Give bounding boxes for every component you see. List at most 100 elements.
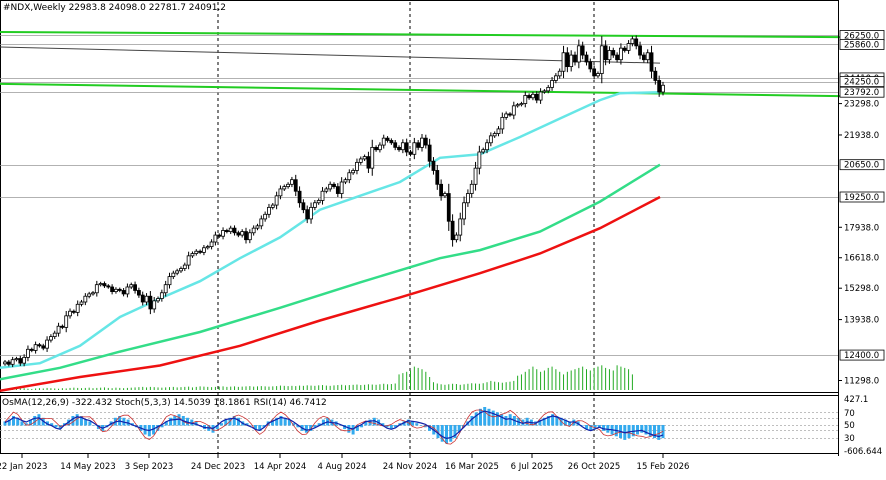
candle-body-up xyxy=(163,284,168,294)
candle xyxy=(397,145,401,152)
candle xyxy=(534,91,539,104)
candle xyxy=(622,46,627,53)
candle-body-up xyxy=(492,133,497,137)
candle-body-down xyxy=(603,45,608,61)
candle xyxy=(596,71,600,78)
indicator-axis-label: 50 xyxy=(844,421,855,431)
candle xyxy=(228,225,233,235)
osma-bar xyxy=(428,425,432,431)
candle-body-up xyxy=(561,52,566,72)
candle-body-down xyxy=(565,52,570,68)
candle-body-down xyxy=(244,231,248,241)
osma-bar xyxy=(24,423,28,426)
candle-body-up xyxy=(531,93,535,99)
candle-body-down xyxy=(232,227,237,234)
osma-bar xyxy=(20,421,24,426)
price-axis-label: 21938.0 xyxy=(844,131,879,141)
candle-body-up xyxy=(22,356,27,364)
candle xyxy=(316,198,321,205)
osma-bar xyxy=(313,425,317,428)
candle-body-up xyxy=(3,361,7,365)
candle-body-up xyxy=(205,246,210,249)
time-axis-label: 16 Mar 2025 xyxy=(445,462,499,472)
candle-body-up xyxy=(167,276,172,286)
candle xyxy=(209,239,214,250)
candle-body-down xyxy=(423,137,428,146)
candle xyxy=(202,245,206,256)
candle xyxy=(362,154,367,161)
osma-bar xyxy=(84,419,88,426)
osma-bar xyxy=(411,421,415,426)
candle-body-up xyxy=(274,195,279,206)
time-axis-label: 3 Sep 2023 xyxy=(125,462,173,472)
candle xyxy=(389,138,394,145)
candle xyxy=(133,281,137,294)
osma-bar xyxy=(28,419,32,426)
candle xyxy=(508,112,512,117)
candle-body-down xyxy=(389,140,394,144)
trend-line xyxy=(0,46,661,64)
candle-body-down xyxy=(611,50,616,56)
osma-bar xyxy=(249,425,253,426)
osma-bar xyxy=(321,419,325,426)
candle xyxy=(649,45,654,79)
candle-body-up xyxy=(52,332,57,338)
candle xyxy=(129,282,134,290)
symbol-header: #NDX,Weekly 22983.8 24098.0 22781.7 2409… xyxy=(3,3,226,13)
candle-body-down xyxy=(102,283,107,287)
candle xyxy=(661,81,665,96)
candle-body-up xyxy=(267,206,271,215)
time-axis-label: 15 Feb 2026 xyxy=(637,462,690,472)
osma-bar xyxy=(423,425,427,428)
level-label: 20650.0 xyxy=(844,161,879,171)
osma-bar xyxy=(470,416,474,426)
candle xyxy=(152,297,157,313)
candle-body-up xyxy=(213,234,218,243)
level-label: 12400.0 xyxy=(844,351,879,361)
candle xyxy=(293,174,298,197)
candle-body-up xyxy=(343,179,348,183)
osma-bar xyxy=(457,425,461,433)
candle xyxy=(557,68,562,79)
candle xyxy=(274,191,279,210)
candle xyxy=(588,58,593,73)
candle xyxy=(312,200,317,211)
candle xyxy=(435,164,440,190)
osma-bar xyxy=(88,421,92,426)
osma-bar xyxy=(164,421,168,426)
candle xyxy=(553,73,558,84)
candle xyxy=(26,345,30,362)
candle-body-up xyxy=(550,80,554,88)
candle xyxy=(102,281,107,288)
trend-line xyxy=(0,82,841,98)
candle xyxy=(114,287,118,294)
candle xyxy=(408,149,413,157)
candle-body-down xyxy=(657,80,662,93)
candle xyxy=(263,211,268,222)
rsi-line xyxy=(4,410,664,440)
candle xyxy=(247,229,252,244)
candle xyxy=(576,39,581,69)
candle xyxy=(477,145,482,175)
candle xyxy=(68,308,72,319)
osma-bar xyxy=(215,425,219,430)
osma-bar xyxy=(253,425,257,430)
candle xyxy=(607,46,612,64)
candle-body-up xyxy=(381,137,386,146)
candle-body-down xyxy=(60,325,65,328)
candle xyxy=(645,49,650,64)
candle xyxy=(454,232,459,243)
osma-bar xyxy=(79,416,83,426)
time-axis-label: 4 Aug 2024 xyxy=(317,462,366,472)
osma-bar xyxy=(16,417,20,426)
candle xyxy=(3,360,7,366)
osma-bar xyxy=(177,414,181,426)
candle-body-up xyxy=(156,298,160,302)
candle xyxy=(573,51,577,66)
osma-bar xyxy=(415,423,419,426)
candle xyxy=(615,52,619,63)
candle-body-down xyxy=(29,348,34,351)
candle-body-up xyxy=(175,270,180,274)
